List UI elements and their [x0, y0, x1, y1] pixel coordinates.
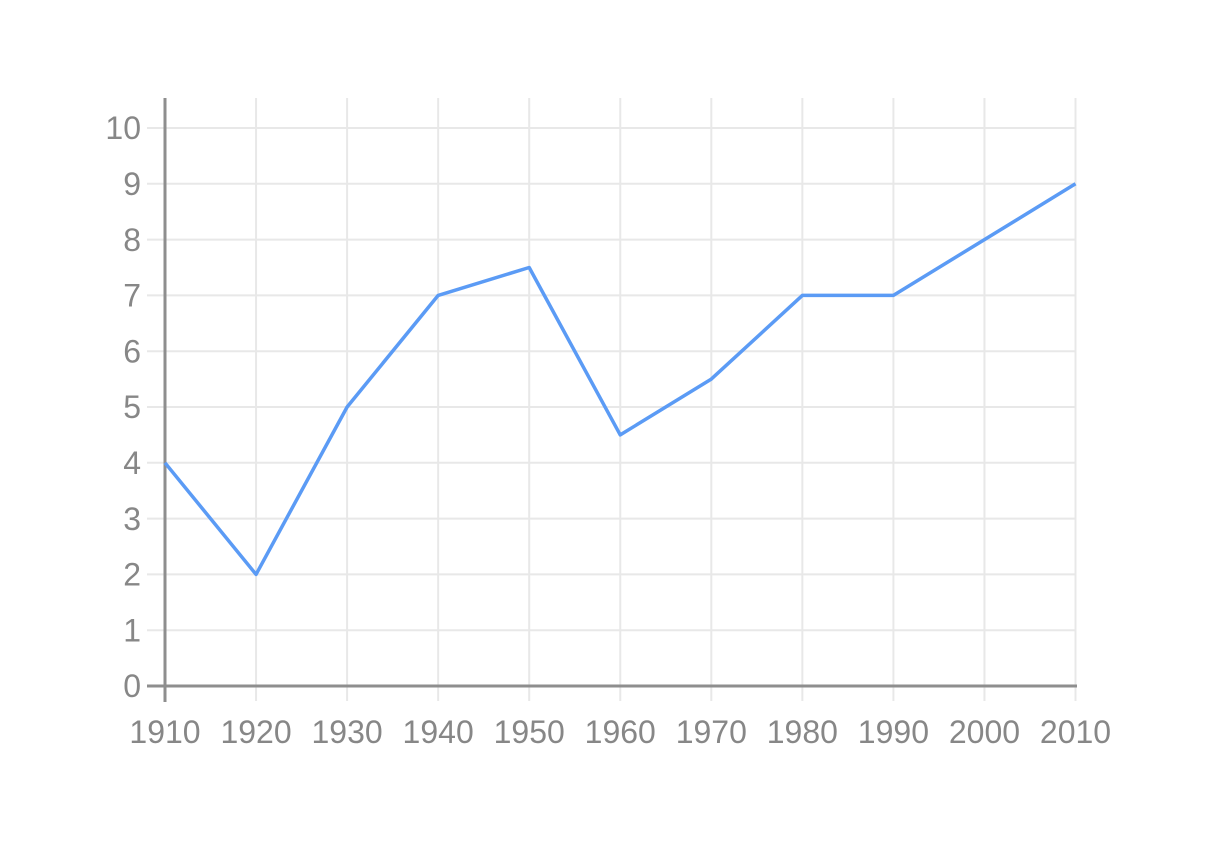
y-tick-label: 8 [123, 222, 141, 258]
x-tick-label: 1950 [494, 714, 565, 750]
gridlines [147, 98, 1077, 701]
x-tick-label: 1910 [129, 714, 200, 750]
x-tick-label: 2010 [1040, 714, 1111, 750]
y-tick-label: 2 [123, 557, 141, 593]
y-tick-label: 0 [123, 668, 141, 704]
y-tick-label: 10 [105, 110, 141, 146]
x-tick-labels: 1910 1920 1930 1940 1950 1960 1970 1980 1990 2000… [129, 714, 1111, 750]
x-tick-label: 1970 [676, 714, 747, 750]
y-tick-label: 5 [123, 389, 141, 425]
x-tick-label: 1920 [220, 714, 291, 750]
x-tick-label: 2000 [949, 714, 1020, 750]
y-tick-label: 3 [123, 501, 141, 537]
x-tick-label: 1960 [585, 714, 656, 750]
x-tick-label: 1980 [767, 714, 838, 750]
y-tick-label: 1 [123, 612, 141, 648]
y-tick-labels: 0 1 2 3 4 5 6 7 8 9 10 [105, 110, 141, 704]
x-tick-label: 1930 [312, 714, 383, 750]
y-tick-label: 6 [123, 333, 141, 369]
y-tick-label: 4 [123, 445, 141, 481]
series-line [163, 182, 1077, 577]
y-tick-label: 9 [123, 166, 141, 202]
x-tick-label: 1940 [403, 714, 474, 750]
x-tick-label: 1990 [858, 714, 929, 750]
axes [147, 98, 1077, 702]
y-tick-label: 7 [123, 278, 141, 314]
